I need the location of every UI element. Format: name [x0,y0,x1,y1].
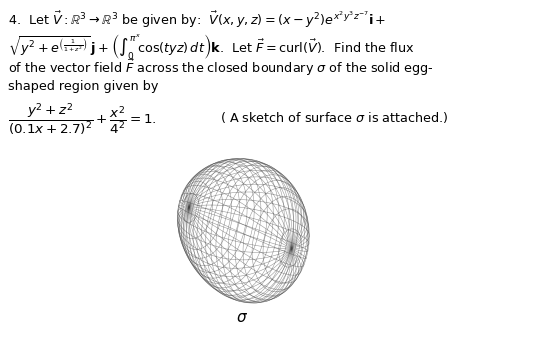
Text: $\dfrac{y^2 + z^2}{(0.1x + 2.7)^2} + \dfrac{x^2}{4^2} = 1.$: $\dfrac{y^2 + z^2}{(0.1x + 2.7)^2} + \df… [8,102,156,138]
Text: 4.  Let $\vec{V} : \mathbb{R}^3 \to \mathbb{R}^3$ be given by:  $\vec{V}(x,y,z) : 4. Let $\vec{V} : \mathbb{R}^3 \to \math… [8,10,386,30]
Text: $\sigma$: $\sigma$ [236,310,248,325]
Text: of the vector field $\vec{F}$ across the closed boundary $\sigma$ of the solid e: of the vector field $\vec{F}$ across the… [8,58,434,78]
Text: $\sqrt{y^2 + e^{\left(\frac{1}{1+z^2}\right)}}\,\mathbf{j} + \left(\int_0^{\pi^x: $\sqrt{y^2 + e^{\left(\frac{1}{1+z^2}\ri… [8,32,414,61]
Text: shaped region given by: shaped region given by [8,80,159,93]
Text: ( A sketch of surface $\sigma$ is attached.): ( A sketch of surface $\sigma$ is attach… [220,110,448,125]
